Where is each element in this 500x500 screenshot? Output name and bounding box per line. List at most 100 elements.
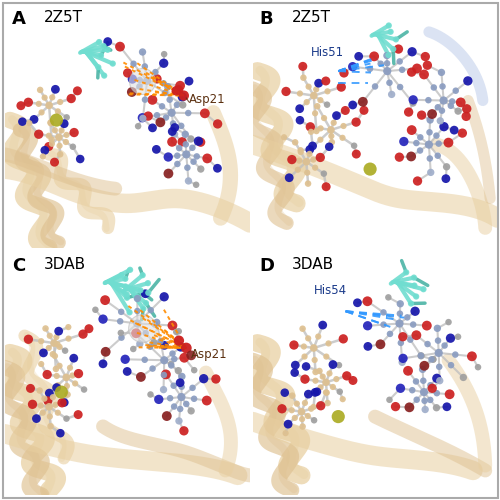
Point xyxy=(468,352,476,360)
Point xyxy=(123,294,131,302)
Point xyxy=(148,96,156,104)
Point xyxy=(328,132,336,140)
Point xyxy=(152,318,160,326)
Point xyxy=(139,114,147,122)
Point xyxy=(52,86,60,94)
Point xyxy=(37,402,45,409)
Point xyxy=(40,349,48,357)
Point xyxy=(327,126,335,134)
Point xyxy=(413,64,421,72)
Point xyxy=(426,168,434,176)
Point xyxy=(37,337,45,345)
Point xyxy=(178,138,186,146)
Point xyxy=(300,342,308,350)
Point xyxy=(67,94,75,102)
Point xyxy=(175,417,183,425)
Point xyxy=(188,144,196,152)
Point xyxy=(118,271,126,279)
Point xyxy=(386,79,394,87)
Point xyxy=(173,101,181,109)
Point xyxy=(61,346,69,354)
Point xyxy=(300,352,308,360)
Point xyxy=(354,299,362,307)
Point xyxy=(454,107,462,115)
Point xyxy=(312,127,320,135)
Point xyxy=(424,340,432,348)
Point xyxy=(412,292,420,300)
Point xyxy=(80,386,88,394)
Point xyxy=(54,327,62,335)
Point xyxy=(302,362,310,370)
Point xyxy=(124,69,132,77)
Point xyxy=(329,383,337,391)
Point xyxy=(182,140,190,148)
Point xyxy=(178,372,186,380)
Point xyxy=(39,408,47,416)
Point xyxy=(424,62,432,70)
Point xyxy=(38,108,46,116)
Point xyxy=(364,342,372,350)
Point xyxy=(320,114,328,122)
Point xyxy=(132,329,140,337)
Point xyxy=(422,52,430,60)
Point xyxy=(304,82,312,90)
Point xyxy=(383,52,391,60)
Point xyxy=(426,396,434,404)
Point xyxy=(364,322,372,330)
Point xyxy=(420,388,428,396)
Point xyxy=(197,165,205,173)
Point xyxy=(126,266,134,274)
Point xyxy=(118,334,126,342)
Point xyxy=(34,100,42,108)
Point xyxy=(45,403,53,411)
Point xyxy=(278,405,286,413)
Point xyxy=(160,371,168,379)
Point xyxy=(176,405,184,413)
Point xyxy=(178,393,186,401)
Point xyxy=(36,86,44,94)
Point xyxy=(123,290,131,298)
Point xyxy=(463,105,471,113)
Point xyxy=(436,376,444,384)
Point xyxy=(424,96,432,104)
Point xyxy=(288,406,296,414)
Point xyxy=(324,88,332,96)
Point xyxy=(447,361,455,369)
Point xyxy=(359,98,367,106)
Point xyxy=(26,384,34,392)
Point xyxy=(433,389,441,397)
Point xyxy=(48,140,56,148)
Point xyxy=(179,101,187,109)
Point xyxy=(64,323,72,331)
Point xyxy=(452,350,460,358)
Text: B: B xyxy=(260,10,274,28)
Point xyxy=(384,51,392,59)
Point xyxy=(420,376,428,384)
Point xyxy=(438,106,446,114)
Point xyxy=(301,375,309,383)
Point xyxy=(109,60,117,68)
Point xyxy=(62,114,70,122)
Point xyxy=(440,122,448,130)
Point xyxy=(396,58,404,66)
Point xyxy=(426,116,434,124)
Point xyxy=(349,376,357,384)
Point xyxy=(146,306,154,314)
Point xyxy=(396,310,404,318)
Point xyxy=(52,401,60,409)
Point xyxy=(435,363,443,371)
Point xyxy=(43,370,51,378)
Point xyxy=(284,420,292,428)
Point xyxy=(442,163,450,171)
Point xyxy=(26,119,34,127)
Point xyxy=(117,308,125,316)
Point xyxy=(71,380,79,388)
Point xyxy=(126,308,134,316)
Point xyxy=(324,340,332,347)
Point xyxy=(62,138,70,146)
Point xyxy=(190,395,198,403)
Point xyxy=(39,152,47,160)
Point xyxy=(24,98,32,106)
Point xyxy=(58,388,66,396)
Point xyxy=(452,86,460,94)
